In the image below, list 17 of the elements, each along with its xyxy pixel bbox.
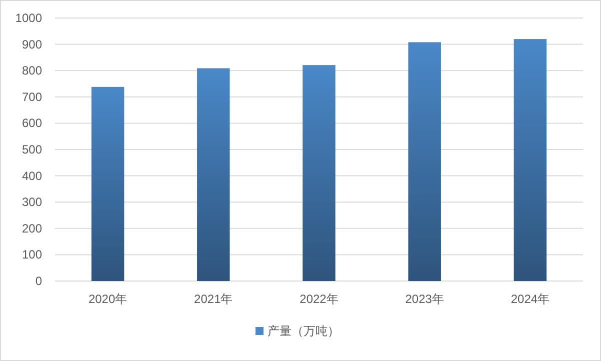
- y-tick-label: 0: [35, 274, 42, 288]
- y-tick-label: 1000: [15, 11, 42, 25]
- y-tick-label: 200: [22, 221, 42, 236]
- y-tick-label: 400: [22, 168, 42, 183]
- x-tick-label: 2024年: [510, 292, 550, 306]
- x-tick-label: 2021年: [194, 292, 233, 306]
- y-tick-label: 100: [22, 248, 42, 262]
- y-tick-label: 300: [22, 195, 42, 210]
- x-tick-label: 2023年: [405, 292, 444, 306]
- y-tick-label: 500: [22, 142, 42, 156]
- y-tick-label: 900: [22, 37, 42, 52]
- x-tick-label: 2020年: [88, 292, 128, 306]
- legend-label: 产量（万吨）: [268, 324, 340, 338]
- x-tick-label: 2022年: [300, 292, 338, 306]
- y-tick-label: 800: [22, 64, 42, 78]
- y-tick-label: 700: [22, 90, 42, 104]
- y-tick-label: 600: [22, 116, 42, 130]
